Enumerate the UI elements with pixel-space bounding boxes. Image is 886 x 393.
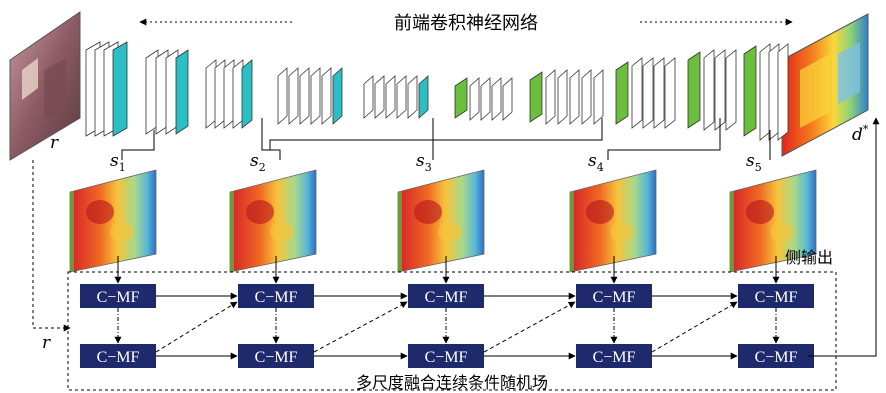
crf-label: 多尺度融合连续条件随机场 (356, 373, 548, 392)
layer-slab (759, 43, 771, 141)
cmf-box-r1c1: C−MF (80, 284, 156, 308)
cmf-box-r2c4: C−MF (576, 344, 652, 368)
layer-slab (777, 43, 789, 141)
svg-text:C−MF: C−MF (97, 289, 140, 306)
layer-slab (480, 77, 491, 121)
layer-slab (407, 75, 418, 119)
side-output-3-label: s3 (416, 151, 432, 174)
layer-slab (631, 57, 643, 129)
svg-text:C−MF: C−MF (255, 349, 298, 366)
layer-slab (385, 75, 396, 119)
layer-slab (299, 67, 310, 125)
cmf-diagonal-arrow (313, 301, 408, 353)
cmf-box-r1c2: C−MF (238, 284, 314, 308)
cmf-box-r1c3: C−MF (408, 284, 484, 308)
layer-slab (725, 49, 737, 131)
side-output-4-label: s4 (588, 151, 604, 174)
layer-slab (653, 57, 665, 129)
layer-slab (418, 75, 429, 119)
output-label: d* (852, 123, 869, 145)
layer-slab (768, 43, 780, 141)
layer-slab (232, 59, 244, 129)
layer-slab (223, 59, 235, 129)
layer-slab (321, 67, 332, 125)
cnn-layers (85, 41, 789, 141)
layer-slab (581, 69, 592, 125)
side-output-1-label: s1 (110, 151, 126, 174)
layer-slab (569, 69, 580, 125)
svg-text:C−MF: C−MF (97, 349, 140, 366)
cmf-box-r1c4: C−MF (576, 284, 652, 308)
layer-slab (310, 67, 321, 125)
layer-slab (491, 77, 502, 121)
layer-slab (469, 77, 480, 121)
crf-output-line (808, 117, 880, 357)
layer-slab (529, 71, 543, 123)
svg-text:C−MF: C−MF (593, 289, 636, 306)
cmf-box-r2c1: C−MF (80, 344, 156, 368)
layer-slab (593, 69, 604, 125)
cmf-box-r2c2: C−MF (238, 344, 314, 368)
heatmap-2 (229, 169, 317, 273)
cmf-box-r2c3: C−MF (408, 344, 484, 368)
svg-text:C−MF: C−MF (755, 349, 798, 366)
layer-slab (664, 57, 676, 129)
input-label-lower: r (42, 333, 51, 353)
input-label: r (50, 133, 59, 153)
cmf-diagonal-arrow (651, 301, 738, 353)
layer-slab (703, 49, 715, 131)
layer-slab (205, 59, 217, 129)
side-output-2-label: s2 (250, 151, 266, 174)
layer-slab (454, 77, 468, 119)
heatmap-5 (729, 169, 817, 273)
cmf-box-r1c5: C−MF (738, 284, 814, 308)
cmf-diagonal-arrow (155, 301, 238, 353)
svg-text:C−MF: C−MF (255, 289, 298, 306)
heatmap-4 (569, 169, 657, 273)
side-output-5-label: s5 (746, 151, 762, 174)
svg-text:C−MF: C−MF (425, 349, 468, 366)
svg-text:C−MF: C−MF (755, 289, 798, 306)
network-title: 前端卷积神经网络 (394, 13, 538, 34)
layer-slab (332, 67, 343, 125)
layer-slab (363, 75, 374, 119)
layer-slab (557, 69, 568, 125)
heatmap-3 (397, 169, 485, 273)
layer-slab (214, 59, 226, 129)
layer-slab (687, 51, 701, 129)
output-depth-map (781, 13, 869, 157)
svg-text:C−MF: C−MF (425, 289, 468, 306)
side-output-labels: s1 s2 s3 s4 s5 (110, 151, 762, 174)
layer-slab (175, 49, 189, 135)
layer-slab (288, 67, 299, 125)
skip-connections (121, 118, 771, 160)
layer-slab (374, 75, 385, 119)
side-output-label: 侧输出 (785, 248, 833, 267)
cmf-box-r2c5: C−MF (738, 344, 814, 368)
layer-slab (714, 49, 726, 131)
layer-slab (545, 69, 556, 125)
side-output-heatmaps (69, 169, 817, 284)
heatmap-1 (69, 169, 157, 273)
cmf-grid: C−MF C−MF C−MF C−MF C−MF C−MF C−MF C−MF C−MF C−MF (80, 284, 814, 368)
layer-slab (743, 45, 757, 137)
input-to-crf-line (32, 160, 71, 332)
layer-slab (112, 41, 128, 137)
layer-slab (502, 77, 513, 121)
cmf-diagonal-arrow (483, 301, 576, 353)
layer-slab (277, 67, 288, 125)
layer-slab (642, 57, 654, 129)
layer-slab (615, 61, 629, 125)
input-image (9, 11, 81, 161)
layer-slab (396, 75, 407, 119)
svg-text:C−MF: C−MF (593, 349, 636, 366)
layer-slab (241, 59, 253, 129)
